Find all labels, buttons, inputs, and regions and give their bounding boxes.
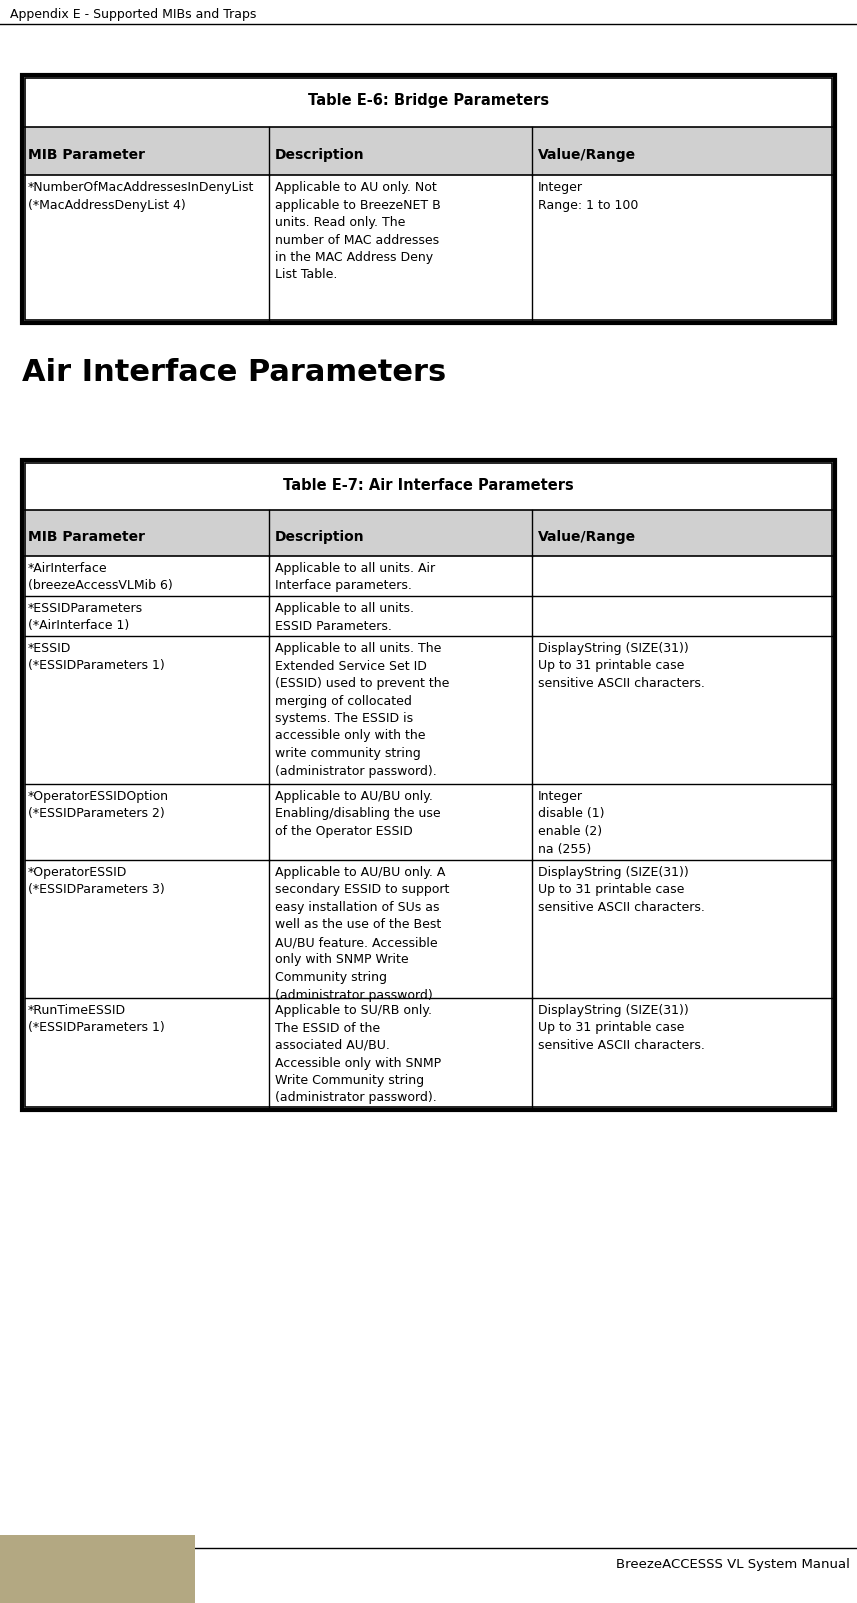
- Bar: [25, 596, 832, 636]
- Text: Integer
disable (1)
enable (2)
na (255): Integer disable (1) enable (2) na (255): [538, 790, 604, 856]
- Bar: [25, 859, 832, 999]
- Text: *AirInterface
(breezeAccessVLMib 6): *AirInterface (breezeAccessVLMib 6): [28, 563, 173, 593]
- Text: Value/Range: Value/Range: [538, 531, 636, 543]
- Text: *OperatorESSIDOption
(*ESSIDParameters 2): *OperatorESSIDOption (*ESSIDParameters 2…: [28, 790, 169, 821]
- Text: Applicable to all units.
ESSID Parameters.: Applicable to all units. ESSID Parameter…: [275, 603, 414, 633]
- Bar: [25, 127, 832, 175]
- Text: Applicable to SU/RB only.
The ESSID of the
associated AU/BU.
Accessible only wit: Applicable to SU/RB only. The ESSID of t…: [275, 1003, 441, 1104]
- Bar: [25, 636, 832, 784]
- Text: *ESSID
(*ESSIDParameters 1): *ESSID (*ESSIDParameters 1): [28, 641, 165, 673]
- Bar: [25, 463, 832, 1108]
- Bar: [25, 175, 832, 322]
- Text: *OperatorESSID
(*ESSIDParameters 3): *OperatorESSID (*ESSIDParameters 3): [28, 866, 165, 896]
- Bar: [22, 460, 835, 1109]
- Text: BreezeACCESSS VL System Manual: BreezeACCESSS VL System Manual: [616, 1558, 850, 1571]
- Text: *RunTimeESSID
(*ESSIDParameters 1): *RunTimeESSID (*ESSIDParameters 1): [28, 1003, 165, 1034]
- Bar: [0, 1536, 195, 1603]
- Text: E-16: E-16: [28, 1568, 61, 1581]
- Bar: [25, 999, 832, 1109]
- Text: Applicable to AU only. Not
applicable to BreezeNET B
units. Read only. The
numbe: Applicable to AU only. Not applicable to…: [275, 181, 440, 282]
- Text: Integer
Range: 1 to 100: Integer Range: 1 to 100: [538, 181, 638, 212]
- Text: *ESSIDParameters
(*AirInterface 1): *ESSIDParameters (*AirInterface 1): [28, 603, 143, 633]
- Bar: [25, 510, 832, 556]
- Text: MIB Parameter: MIB Parameter: [28, 147, 145, 162]
- Text: Applicable to all units. The
Extended Service Set ID
(ESSID) used to prevent the: Applicable to all units. The Extended Se…: [275, 641, 449, 777]
- Text: Air Interface Parameters: Air Interface Parameters: [22, 357, 446, 386]
- Bar: [22, 75, 835, 322]
- Text: Applicable to all units. Air
Interface parameters.: Applicable to all units. Air Interface p…: [275, 563, 435, 593]
- Text: *NumberOfMacAddressesInDenyList
(*MacAddressDenyList 4): *NumberOfMacAddressesInDenyList (*MacAdd…: [28, 181, 255, 212]
- Text: DisplayString (SIZE(31))
Up to 31 printable case
sensitive ASCII characters.: DisplayString (SIZE(31)) Up to 31 printa…: [538, 866, 704, 914]
- Text: Description: Description: [275, 531, 364, 543]
- Text: DisplayString (SIZE(31))
Up to 31 printable case
sensitive ASCII characters.: DisplayString (SIZE(31)) Up to 31 printa…: [538, 641, 704, 689]
- Text: Table E-6: Bridge Parameters: Table E-6: Bridge Parameters: [308, 93, 549, 109]
- Text: Applicable to AU/BU only. A
secondary ESSID to support
easy installation of SUs : Applicable to AU/BU only. A secondary ES…: [275, 866, 449, 1002]
- Text: Appendix E - Supported MIBs and Traps: Appendix E - Supported MIBs and Traps: [10, 8, 256, 21]
- Text: Value/Range: Value/Range: [538, 147, 636, 162]
- Text: Table E-7: Air Interface Parameters: Table E-7: Air Interface Parameters: [283, 478, 574, 492]
- Text: MIB Parameter: MIB Parameter: [28, 531, 145, 543]
- Bar: [25, 556, 832, 596]
- Text: DisplayString (SIZE(31))
Up to 31 printable case
sensitive ASCII characters.: DisplayString (SIZE(31)) Up to 31 printa…: [538, 1003, 704, 1052]
- Bar: [25, 784, 832, 859]
- Text: Description: Description: [275, 147, 364, 162]
- Text: Applicable to AU/BU only.
Enabling/disabling the use
of the Operator ESSID: Applicable to AU/BU only. Enabling/disab…: [275, 790, 440, 838]
- Bar: [25, 75, 832, 123]
- Bar: [25, 79, 832, 321]
- Bar: [25, 460, 832, 507]
